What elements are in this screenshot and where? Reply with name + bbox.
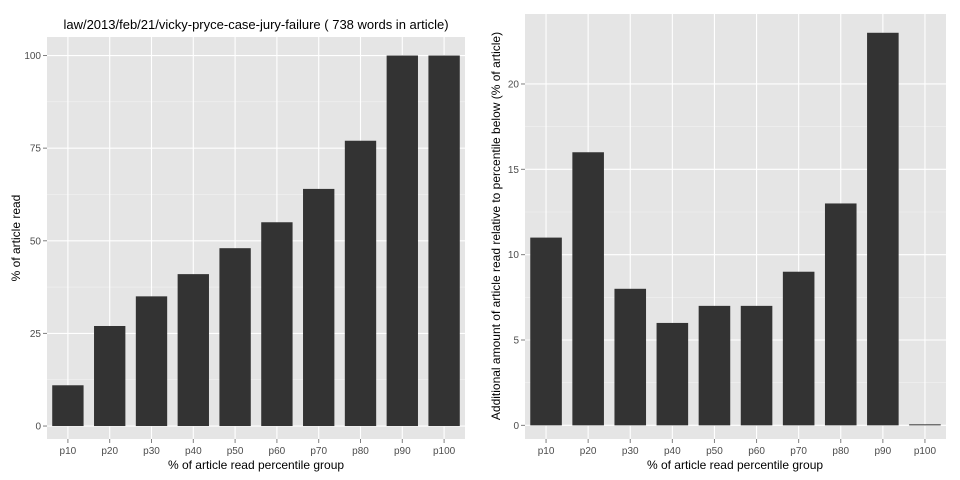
chart-left-x-tick-label: p50 bbox=[227, 446, 244, 457]
chart-left-bars bbox=[52, 55, 460, 427]
chart-right-x-axis-label: % of article read percentile group bbox=[647, 458, 823, 472]
chart-left-bar-p80 bbox=[344, 140, 377, 427]
chart-left-x-ticks: p10 p20 p30 p40 p50 p60 p70 p80 p90 p100 bbox=[60, 439, 456, 457]
chart-right-bar-p20 bbox=[572, 152, 604, 426]
chart-right-bar-p70 bbox=[782, 271, 815, 426]
chart-left-y-tick-label: 50 bbox=[30, 236, 42, 247]
chart-right-y-tick-label: 15 bbox=[508, 165, 520, 176]
chart-right-y-tick-label: 0 bbox=[513, 421, 519, 432]
chart-left-bar-p60 bbox=[261, 222, 293, 427]
chart-right-x-tick-label: p60 bbox=[748, 446, 765, 457]
chart-right-bars bbox=[530, 32, 941, 426]
chart-right-x-ticks: p10 p20 p30 p40 p50 p60 p70 p80 p90 p100 bbox=[538, 439, 937, 457]
chart-left-y-tick-label: 0 bbox=[35, 422, 41, 433]
chart-left-x-tick-label: p30 bbox=[143, 446, 160, 457]
chart-right-bar-p100 bbox=[909, 424, 941, 426]
chart-right-x-tick-label: p10 bbox=[538, 446, 555, 457]
chart-left-x-tick-label: p60 bbox=[269, 446, 286, 457]
chart-left-x-tick-label: p20 bbox=[101, 446, 118, 457]
chart-left-title: law/2013/feb/21/vicky-pryce-case-jury-fa… bbox=[63, 17, 448, 32]
chart-left-x-tick-label: p40 bbox=[185, 446, 202, 457]
chart-right-y-ticks: 0 5 10 15 20 bbox=[508, 79, 525, 432]
chart-right-bar-p50 bbox=[698, 305, 731, 426]
chart-left-bar-p100 bbox=[428, 55, 460, 427]
chart-left-bar-p30 bbox=[135, 296, 168, 427]
chart-right-bar-p30 bbox=[614, 288, 647, 426]
chart-left-bar-p40 bbox=[177, 274, 209, 427]
chart-right-x-tick-label: p40 bbox=[664, 446, 681, 457]
chart-right-y-axis-label: Additional amount of article read relati… bbox=[489, 32, 503, 420]
chart-right-bar-p10 bbox=[530, 237, 562, 426]
chart-right-x-tick-label: p50 bbox=[706, 446, 723, 457]
chart-left-bar-p10 bbox=[52, 385, 84, 427]
chart-right-bar-p40 bbox=[656, 322, 689, 426]
chart-right-bar-p80 bbox=[824, 203, 857, 426]
chart-right-bar-p90 bbox=[867, 32, 899, 426]
chart-right-x-tick-label: p30 bbox=[622, 446, 639, 457]
chart-left-x-tick-label: p70 bbox=[310, 446, 327, 457]
chart-left-bar-p20 bbox=[94, 325, 126, 427]
chart-left-x-axis-label: % of article read percentile group bbox=[168, 458, 344, 472]
chart-right-x-tick-label: p100 bbox=[914, 446, 937, 457]
chart-left-bar-p50 bbox=[219, 248, 251, 427]
chart-left-y-tick-label: 75 bbox=[30, 144, 42, 155]
chart-left-x-tick-label: p90 bbox=[394, 446, 411, 457]
chart-right: 0 5 10 15 20 p10 p20 p30 p40 p50 p60 p70 p80 p90 p100… bbox=[489, 14, 946, 472]
chart-left-y-ticks: 0 25 50 75 100 bbox=[24, 51, 47, 433]
chart-left-bar-p90 bbox=[386, 55, 418, 427]
chart-left-bar-p70 bbox=[303, 188, 335, 427]
chart-right-bar-p60 bbox=[740, 305, 773, 426]
chart-right-x-tick-label: p70 bbox=[790, 446, 807, 457]
chart-left-x-tick-label: p80 bbox=[352, 446, 369, 457]
chart-left-x-tick-label: p100 bbox=[433, 446, 456, 457]
chart-right-y-tick-label: 10 bbox=[508, 250, 520, 261]
chart-left-x-tick-label: p10 bbox=[60, 446, 77, 457]
chart-right-x-tick-label: p20 bbox=[580, 446, 597, 457]
chart-right-x-tick-label: p90 bbox=[875, 446, 892, 457]
chart-left-y-axis-label: % of article read bbox=[9, 195, 23, 282]
chart-right-y-tick-label: 20 bbox=[508, 79, 520, 90]
chart-right-x-tick-label: p80 bbox=[832, 446, 849, 457]
chart-left: law/2013/feb/21/vicky-pryce-case-jury-fa… bbox=[9, 17, 465, 472]
chart-left-y-tick-label: 25 bbox=[30, 329, 42, 340]
chart-left-y-tick-label: 100 bbox=[24, 51, 41, 62]
chart-right-y-tick-label: 5 bbox=[513, 336, 519, 347]
